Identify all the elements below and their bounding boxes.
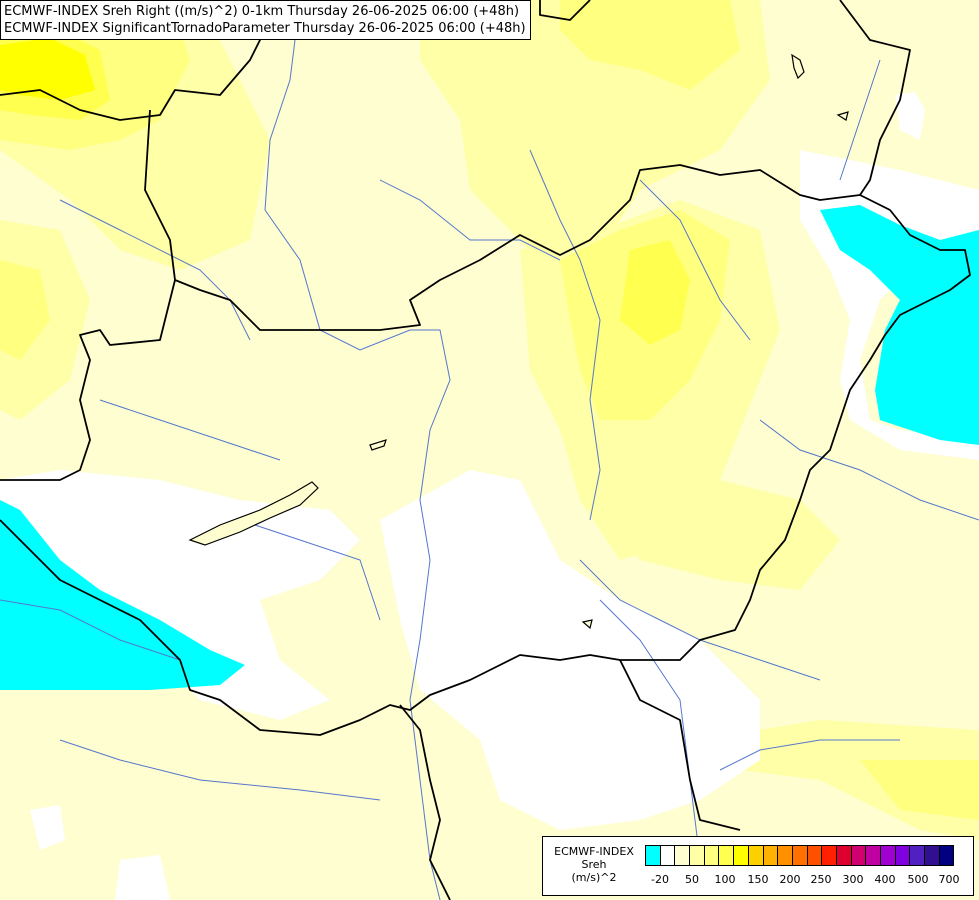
- legend-title-line3: (m/s)^2: [571, 871, 617, 884]
- legend-tick-label: -20: [651, 873, 669, 886]
- lake-balaton: [188, 481, 319, 546]
- legend-swatches: [645, 845, 955, 866]
- legend-tick-label: 150: [747, 873, 769, 886]
- legend-swatch: [777, 845, 793, 866]
- legend-title-line1: ECMWF-INDEX: [554, 845, 634, 858]
- legend-swatch: [835, 845, 852, 866]
- legend-swatch: [938, 845, 955, 866]
- field-strong-yellow: [0, 38, 95, 100]
- legend-tick-label: 100: [714, 873, 736, 886]
- legend-swatch: [659, 845, 676, 866]
- legend-swatch: [806, 845, 823, 866]
- legend-tick-label: 500: [907, 873, 929, 886]
- legend-tick-label: 300: [842, 873, 864, 886]
- lakes: [188, 53, 849, 630]
- legend-swatch: [865, 845, 881, 866]
- legend-swatch: [850, 845, 867, 866]
- legend-title-line2: Sreh: [581, 858, 607, 871]
- legend-swatch: [762, 845, 779, 866]
- legend-swatch: [733, 845, 749, 866]
- legend-swatch: [703, 845, 720, 866]
- map-title-line1: ECMWF-INDEX Sreh Right ((m/s)^2) 0-1km T…: [4, 4, 520, 19]
- legend-swatch: [718, 845, 735, 866]
- map-title-line2: ECMWF-INDEX SignificantTornadoParameter …: [4, 21, 526, 36]
- legend-ticks: -20 50 100 150 200 250 300 400 500 700: [645, 873, 971, 889]
- legend-tick-label: 700: [938, 873, 960, 886]
- legend-tick-label: 400: [874, 873, 896, 886]
- legend-swatch: [674, 845, 691, 866]
- legend-swatch: [645, 845, 661, 866]
- legend-swatch: [747, 845, 764, 866]
- legend-swatch: [924, 845, 940, 866]
- legend-swatch: [909, 845, 926, 866]
- field-negative: [0, 205, 979, 690]
- legend-swatch: [821, 845, 837, 866]
- color-legend: ECMWF-INDEX Sreh (m/s)^2 -20 50 100 150 200 2…: [542, 836, 974, 896]
- legend-tick-label: 200: [779, 873, 801, 886]
- legend-swatch: [894, 845, 911, 866]
- legend-tick-label: 50: [685, 873, 699, 886]
- map-title-box: ECMWF-INDEX Sreh Right ((m/s)^2) 0-1km T…: [0, 0, 531, 40]
- legend-swatch: [689, 845, 705, 866]
- legend-swatch: [880, 845, 896, 866]
- legend-title: ECMWF-INDEX Sreh (m/s)^2: [547, 845, 641, 884]
- legend-swatch: [791, 845, 808, 866]
- legend-tick-label: 250: [810, 873, 832, 886]
